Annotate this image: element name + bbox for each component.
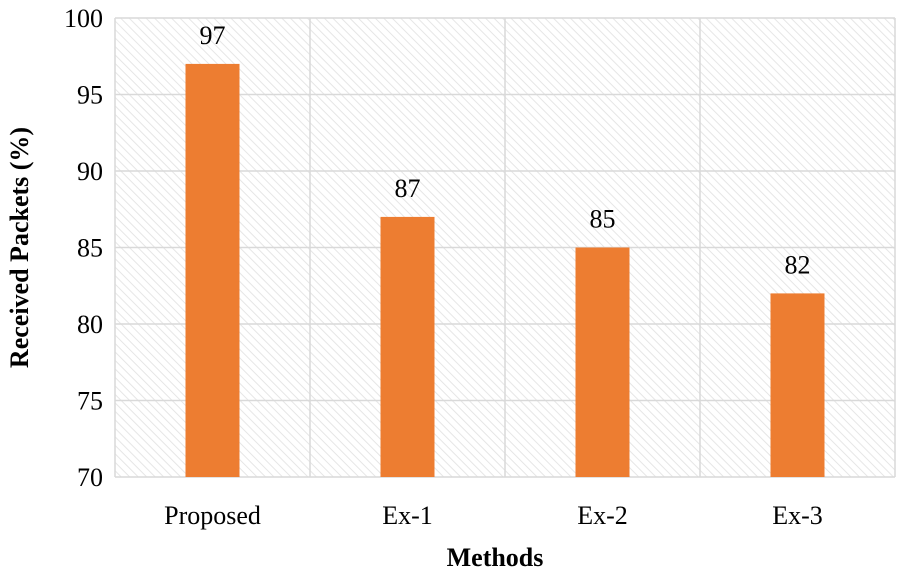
y-tick-label: 80: [77, 310, 103, 339]
data-labels: 97 87 85 82: [200, 21, 811, 279]
data-label: 87: [395, 174, 421, 203]
y-tick-label: 100: [64, 4, 103, 33]
gridlines: [114, 17, 896, 478]
y-tick-label: 75: [77, 387, 103, 416]
x-tick-label: Ex-3: [772, 501, 823, 530]
x-tick-label: Ex-1: [382, 501, 433, 530]
y-tick-label: 90: [77, 157, 103, 186]
bars: [185, 63, 825, 478]
bar-ex-3: [770, 293, 825, 477]
x-tick-label: Ex-2: [577, 501, 628, 530]
y-axis-ticks: 70 75 80 85 90 95 100: [64, 4, 103, 492]
bar-ex-1: [380, 216, 435, 477]
y-axis-title: Received Packets (%): [5, 127, 34, 368]
bar-proposed: [185, 63, 240, 478]
data-label: 82: [785, 250, 811, 279]
x-axis-title: Methods: [447, 543, 544, 572]
data-label: 97: [200, 21, 226, 50]
y-tick-label: 95: [77, 81, 103, 110]
data-label: 85: [590, 205, 616, 234]
x-axis-ticks: Proposed Ex-1 Ex-2 Ex-3: [164, 501, 823, 530]
x-tick-label: Proposed: [164, 501, 261, 530]
bar-ex-2: [575, 247, 630, 477]
y-tick-label: 70: [77, 463, 103, 492]
y-tick-label: 85: [77, 234, 103, 263]
